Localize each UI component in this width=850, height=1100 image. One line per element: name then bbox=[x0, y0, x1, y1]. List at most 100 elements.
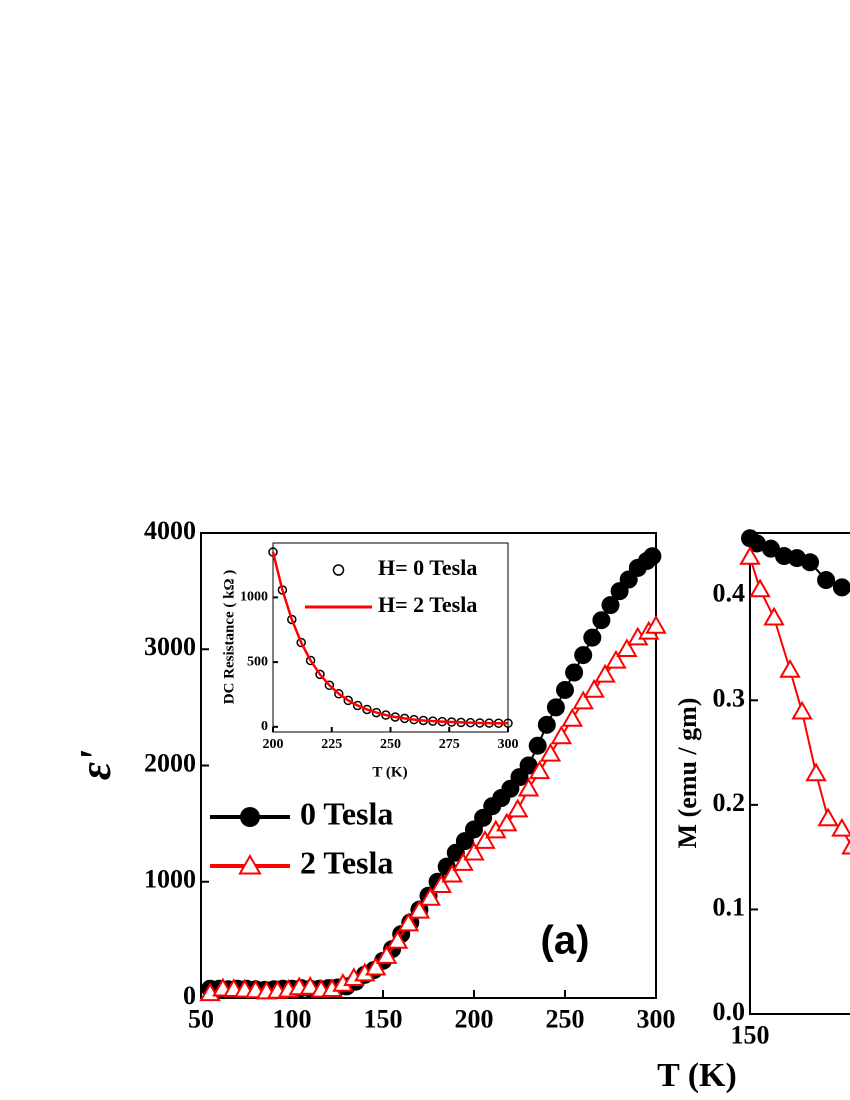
marker bbox=[324, 680, 335, 691]
plot-frame bbox=[272, 542, 509, 733]
marker bbox=[739, 546, 761, 565]
marker bbox=[550, 725, 573, 745]
x-axis-label: T (K) bbox=[657, 1057, 737, 1094]
x-tick-label: 150 bbox=[731, 1020, 770, 1049]
marker bbox=[832, 578, 850, 597]
marker bbox=[817, 807, 839, 827]
x-tick-label: 150 bbox=[364, 1004, 403, 1033]
y-tick-label: 0.4 bbox=[713, 579, 746, 608]
marker bbox=[506, 798, 529, 818]
marker bbox=[583, 628, 602, 647]
marker bbox=[334, 689, 344, 699]
marker bbox=[539, 742, 562, 762]
marker bbox=[831, 817, 850, 837]
x-tick-label: 200 bbox=[263, 737, 284, 752]
marker bbox=[749, 578, 771, 598]
marker bbox=[315, 669, 325, 680]
marker bbox=[601, 596, 620, 615]
x-tick-label: 300 bbox=[498, 737, 519, 752]
y-tick-label: 0.1 bbox=[713, 892, 746, 921]
marker bbox=[594, 663, 616, 683]
marker bbox=[441, 863, 463, 883]
y-tick-label: 1000 bbox=[240, 590, 268, 605]
marker bbox=[397, 912, 420, 932]
y-tick-label: 0.3 bbox=[713, 683, 746, 712]
marker bbox=[463, 841, 485, 861]
marker bbox=[519, 756, 538, 775]
y-axis-label: DC Resistance ( kΩ ) bbox=[221, 570, 237, 705]
marker bbox=[474, 830, 496, 849]
plot-frame bbox=[749, 532, 850, 1015]
marker bbox=[643, 547, 662, 566]
marker bbox=[296, 637, 306, 648]
marker bbox=[592, 611, 611, 630]
marker bbox=[841, 839, 850, 855]
y-tick-label: 0 bbox=[183, 981, 196, 1010]
marker bbox=[817, 571, 836, 590]
y-tick-label: 0.0 bbox=[713, 997, 746, 1026]
marker bbox=[556, 680, 574, 699]
annotation: (a) bbox=[541, 919, 590, 963]
marker bbox=[408, 899, 431, 919]
y-axis-label: ε' bbox=[71, 750, 120, 780]
marker bbox=[616, 638, 638, 657]
marker bbox=[805, 762, 827, 782]
marker bbox=[528, 760, 551, 780]
marker bbox=[299, 975, 321, 995]
series-line bbox=[271, 551, 508, 725]
marker bbox=[565, 663, 584, 682]
marker bbox=[430, 874, 452, 893]
x-tick-label: 300 bbox=[637, 1004, 676, 1033]
x-tick-label: 200 bbox=[455, 1004, 494, 1033]
marker bbox=[362, 704, 372, 715]
y-tick-label: 500 bbox=[247, 654, 268, 669]
marker bbox=[546, 698, 565, 717]
marker bbox=[761, 539, 780, 558]
legend-marker bbox=[238, 853, 262, 875]
x-tick-label: 100 bbox=[273, 1004, 312, 1033]
marker bbox=[537, 715, 556, 734]
legend-label: H= 2 Tesla bbox=[378, 592, 477, 617]
legend-label: H= 0 Tesla bbox=[378, 555, 477, 580]
marker bbox=[528, 736, 547, 755]
y-tick-label: 2000 bbox=[144, 748, 196, 777]
y-tick-label: 1000 bbox=[144, 865, 196, 894]
marker bbox=[779, 658, 801, 678]
x-tick-label: 275 bbox=[439, 737, 460, 752]
marker bbox=[343, 695, 353, 706]
marker bbox=[305, 655, 316, 666]
marker bbox=[419, 887, 442, 906]
legend-label: 2 Tesla bbox=[300, 844, 393, 880]
marker bbox=[583, 678, 605, 698]
marker bbox=[561, 707, 584, 727]
legend-marker bbox=[240, 807, 260, 827]
marker bbox=[352, 700, 363, 711]
x-tick-label: 250 bbox=[380, 737, 401, 752]
y-tick-label: 4000 bbox=[144, 516, 196, 545]
marker bbox=[747, 534, 766, 553]
marker bbox=[763, 606, 785, 626]
marker bbox=[364, 956, 387, 976]
marker bbox=[496, 812, 518, 832]
y-axis-label: M (emu / gm) bbox=[673, 698, 702, 849]
x-tick-label: 250 bbox=[546, 1004, 585, 1033]
marker bbox=[645, 614, 667, 634]
y-tick-label: 3000 bbox=[144, 632, 196, 661]
plot: 200 225 250 275 300 0 500 1000 T (K) DC Resistanc… bbox=[221, 542, 519, 780]
marker bbox=[605, 649, 627, 669]
marker bbox=[574, 646, 593, 665]
marker bbox=[375, 945, 398, 964]
x-tick-label: 50 bbox=[188, 1004, 214, 1033]
marker bbox=[791, 700, 813, 720]
y-tick-label: 0 bbox=[261, 719, 268, 734]
y-tick-label: 0.2 bbox=[713, 788, 746, 817]
marker bbox=[572, 690, 594, 710]
marker bbox=[801, 553, 820, 572]
marker bbox=[452, 852, 474, 871]
legend-marker bbox=[332, 564, 345, 576]
x-axis-label: T (K) bbox=[372, 764, 407, 780]
marker bbox=[517, 777, 540, 797]
x-tick-label: 225 bbox=[321, 737, 342, 752]
